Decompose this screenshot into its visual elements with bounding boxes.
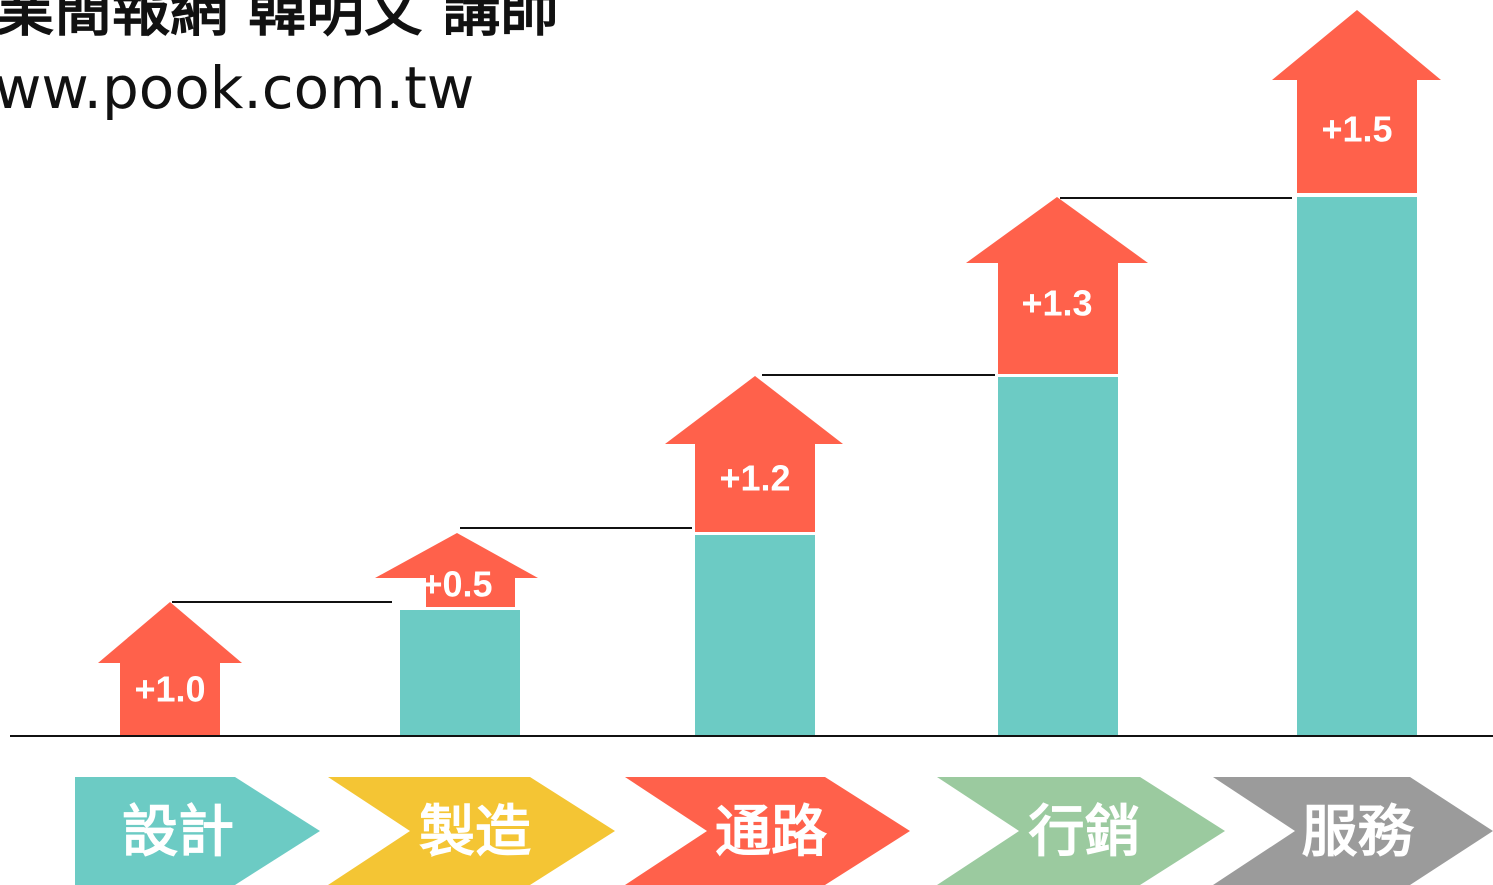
base-bar <box>998 377 1118 735</box>
gain-label: +1.3 <box>1021 283 1092 324</box>
step-label: 通路 <box>715 800 828 865</box>
arrow-head <box>98 602 242 663</box>
arrow-shaft <box>998 262 1118 374</box>
arrow-head <box>665 376 843 444</box>
gain-label: +0.5 <box>421 564 492 605</box>
base-bar <box>400 610 520 735</box>
step-label: 行銷 <box>1029 800 1141 865</box>
step-label: 服務 <box>1302 800 1415 865</box>
arrow-head <box>375 533 538 578</box>
arrow-shaft <box>120 662 220 735</box>
arrow-head <box>966 197 1148 263</box>
arrow-shaft <box>695 443 815 532</box>
level-lines <box>172 197 1292 603</box>
base-bar <box>1297 197 1417 735</box>
step-chevron <box>75 777 320 885</box>
arrow-head <box>1272 10 1441 80</box>
header-line1: 業簡報網 韓明文 講師 <box>0 0 558 44</box>
step-chevron <box>328 777 615 885</box>
gain-label: +1.2 <box>719 458 790 499</box>
step-chevron <box>625 777 910 885</box>
header-line2: ww.pook.com.tw <box>0 54 474 122</box>
base-bar <box>695 535 815 735</box>
arrow-shaft <box>1297 79 1417 193</box>
step-chevron <box>1213 777 1493 885</box>
step-label: 製造 <box>419 800 531 865</box>
step-chevron <box>937 777 1225 885</box>
step-label: 設計 <box>122 800 234 865</box>
gain-label: +1.0 <box>134 669 205 710</box>
gain-label: +1.5 <box>1321 109 1392 150</box>
arrow-shaft <box>426 577 515 607</box>
